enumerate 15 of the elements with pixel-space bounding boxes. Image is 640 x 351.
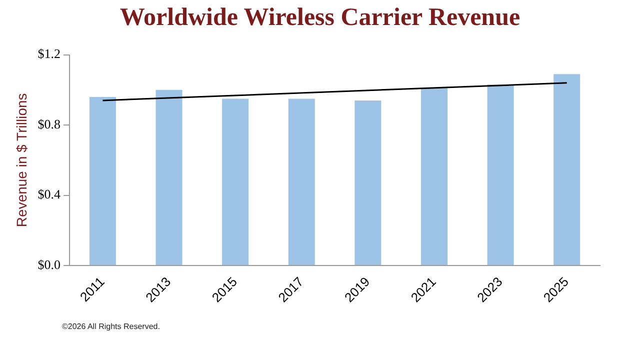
- bar: [420, 88, 448, 266]
- bar: [89, 96, 116, 266]
- text: ©2026 All Rights Reserved.: [62, 322, 160, 331]
- bar: [554, 74, 580, 266]
- bar: [354, 100, 382, 266]
- chart-title: Worldwide Wireless Carrier Revenue: [118, 4, 522, 32]
- bar: [222, 98, 249, 266]
- bar: [156, 90, 182, 266]
- y-tick-label: $1.2: [38, 46, 61, 62]
- y-tick-label: $0.4: [38, 186, 62, 202]
- y-axis-title: Revenue in $ Trillions: [13, 93, 30, 228]
- y-tick-label: $0.8: [38, 116, 61, 132]
- y-tick-label: $0.0: [38, 256, 61, 272]
- bar: [288, 98, 315, 266]
- bar: [487, 84, 514, 266]
